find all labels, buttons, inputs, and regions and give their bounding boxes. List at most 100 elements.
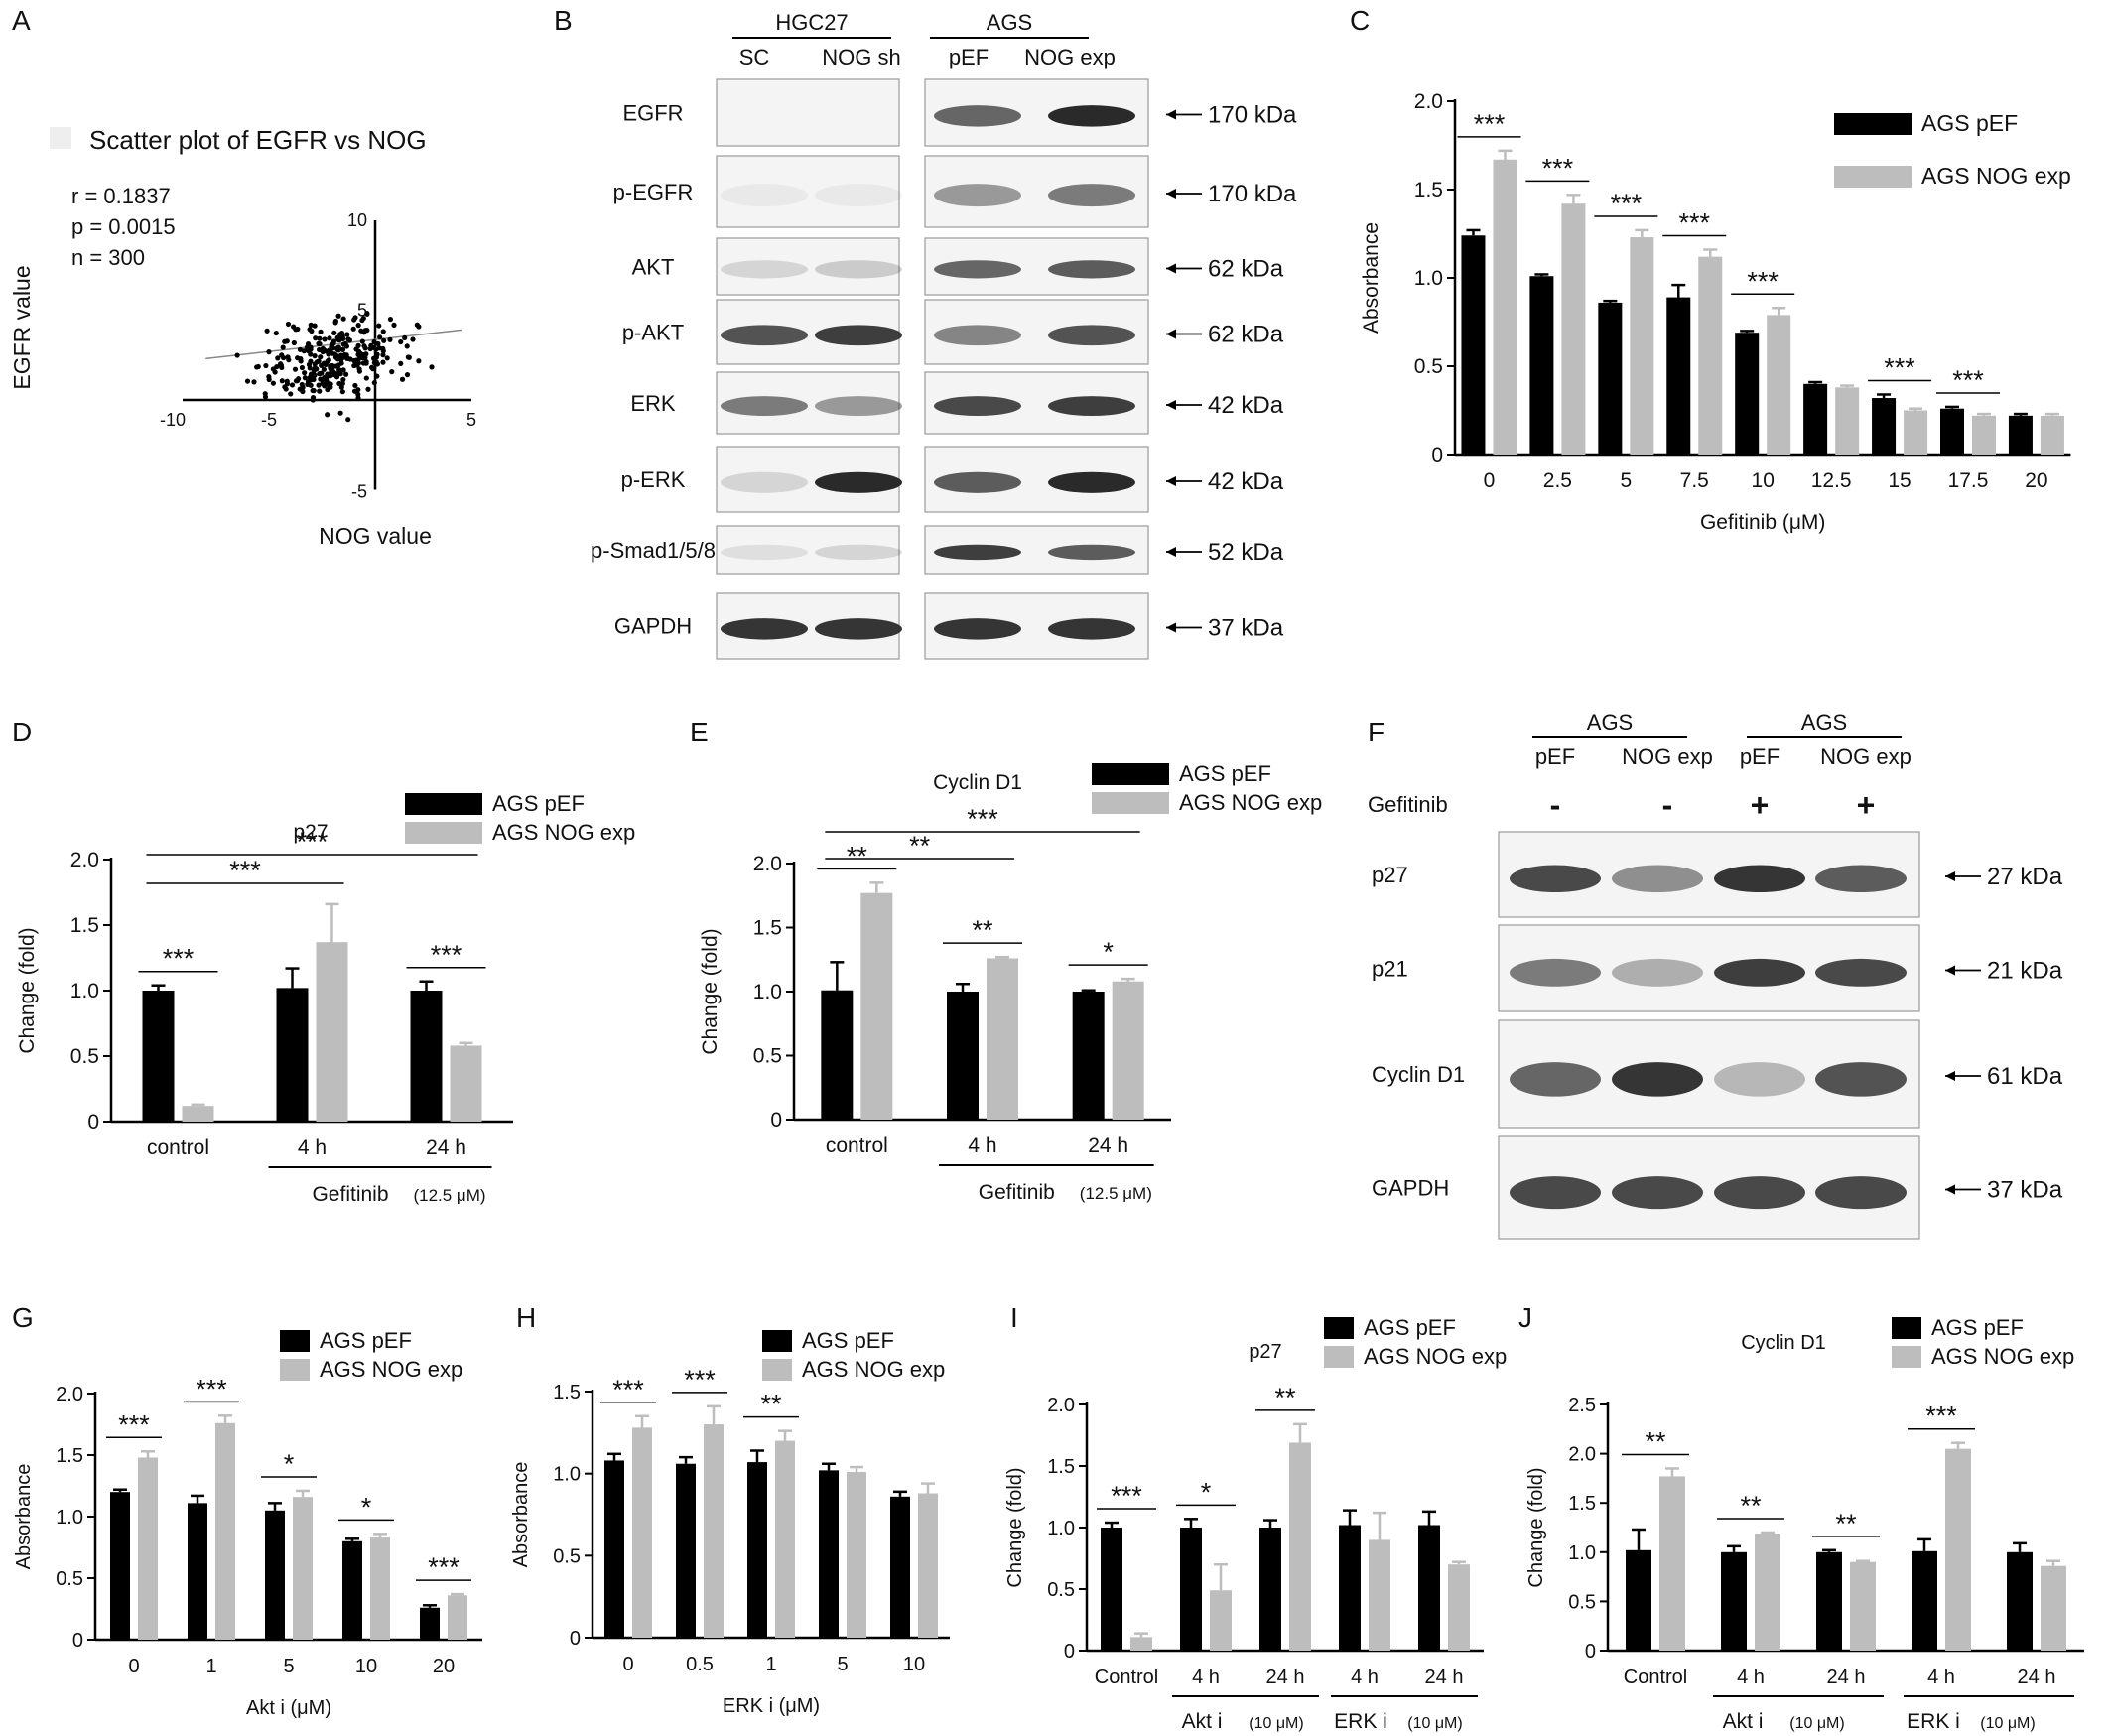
chart-title: p27 bbox=[1249, 1341, 1281, 1363]
y-tick-label: 2.0 bbox=[1568, 1444, 1596, 1466]
panel-letter-J: J bbox=[1518, 1302, 1532, 1333]
significance-label: *** bbox=[229, 856, 261, 885]
legend-swatch-pef bbox=[280, 1330, 310, 1352]
scatter-point bbox=[404, 343, 410, 349]
scatter-point bbox=[328, 381, 333, 387]
scatter-point bbox=[282, 338, 288, 344]
x-tick-label: 1 bbox=[765, 1654, 776, 1675]
scatter-point bbox=[264, 328, 270, 334]
blot-band bbox=[1612, 958, 1703, 987]
significance-label: * bbox=[284, 1449, 295, 1479]
scatter-point bbox=[340, 367, 346, 373]
bar-nog-exp bbox=[1448, 1564, 1470, 1651]
protein-label: ERK bbox=[630, 391, 676, 416]
scatter-point bbox=[317, 335, 323, 341]
y-tick-label: 1.5 bbox=[1047, 1456, 1075, 1478]
scatter-point bbox=[355, 360, 361, 366]
protein-label: GAPDH bbox=[1372, 1176, 1449, 1201]
scatter-point bbox=[356, 368, 363, 374]
blot-band bbox=[934, 544, 1021, 561]
lane-label: pEF bbox=[1740, 744, 1780, 769]
bar-pef bbox=[890, 1496, 910, 1638]
legend-swatch-pef bbox=[1092, 763, 1169, 785]
blot-band bbox=[934, 184, 1021, 207]
scatter-point bbox=[320, 348, 326, 354]
bar-pef bbox=[110, 1492, 130, 1640]
y-axis-label: Change (fold) bbox=[1525, 1467, 1547, 1587]
blot-band bbox=[721, 325, 808, 346]
blot-band bbox=[1815, 865, 1907, 893]
y-tick-label: 1.5 bbox=[1414, 179, 1443, 201]
lane-label: SC bbox=[739, 45, 770, 69]
bar-pef bbox=[604, 1460, 624, 1638]
y-tick-label: 1.0 bbox=[70, 980, 99, 1002]
scatter-point bbox=[364, 311, 370, 317]
significance-label: * bbox=[1103, 937, 1114, 967]
arrow-head bbox=[1166, 263, 1176, 274]
x-tick-label: 24 h bbox=[1827, 1667, 1866, 1688]
y-tick-label: 0 bbox=[770, 1109, 782, 1132]
arrow-head bbox=[1166, 400, 1176, 410]
bar-pef bbox=[1339, 1525, 1361, 1651]
bar-nog-exp bbox=[1369, 1539, 1390, 1651]
scatter-point bbox=[305, 381, 311, 387]
panel-letter-F: F bbox=[1368, 717, 1385, 747]
scatter-point bbox=[291, 339, 297, 346]
scatter-point bbox=[363, 359, 369, 365]
bar-pef bbox=[342, 1540, 362, 1640]
x-tick-label: 4 h bbox=[1351, 1667, 1379, 1688]
scatter-point bbox=[345, 355, 351, 361]
bar-pef bbox=[819, 1470, 839, 1638]
scatter-point bbox=[308, 358, 314, 364]
significance-label: *** bbox=[1474, 109, 1506, 139]
blot-band bbox=[1048, 325, 1135, 346]
y-tick-label: 2.5 bbox=[1568, 1395, 1596, 1416]
scatter-point bbox=[244, 378, 251, 384]
scatter-point bbox=[322, 382, 328, 388]
scatter-point bbox=[279, 378, 285, 384]
blot-band bbox=[934, 325, 1021, 346]
blot-band bbox=[815, 544, 902, 561]
x-tick-label: 10 bbox=[903, 1654, 925, 1675]
scatter-point bbox=[365, 386, 371, 392]
scatter-point bbox=[380, 345, 386, 351]
panel-letter-H: H bbox=[516, 1302, 536, 1333]
scatter-point bbox=[308, 322, 314, 328]
scatter-point bbox=[255, 363, 261, 370]
size-label: 52 kDa bbox=[1208, 539, 1284, 566]
arrow-head bbox=[1166, 547, 1176, 557]
x-tick-label: 24 h bbox=[2018, 1667, 2056, 1688]
bar-pef bbox=[1101, 1528, 1122, 1651]
legend-label: AGS NOG exp bbox=[320, 1357, 462, 1382]
blot-band bbox=[815, 618, 902, 640]
scatter-point bbox=[292, 366, 299, 372]
significance-label: ** bbox=[760, 1390, 782, 1419]
scatter-point bbox=[266, 373, 272, 380]
treatment-label: Gefitinib bbox=[1368, 792, 1448, 817]
y-tick-label: 1.0 bbox=[753, 981, 782, 1003]
bar-nog-exp bbox=[860, 892, 893, 1120]
blot-band bbox=[1510, 958, 1601, 987]
blot-band bbox=[934, 105, 1021, 127]
blot-band bbox=[1048, 184, 1135, 207]
scatter-point bbox=[317, 388, 323, 394]
bar-nog-exp bbox=[918, 1493, 938, 1638]
x-tick-label: Control bbox=[1624, 1667, 1687, 1688]
bar-nog-exp bbox=[1945, 1448, 1971, 1651]
bar-chart-panel-I: 0 0.5 1.0 1.5 2.0 Change (fold) p27 Control 4 h 2… bbox=[1004, 1315, 1507, 1733]
protein-label: Cyclin D1 bbox=[1372, 1062, 1465, 1087]
bar-chart-panel-G: 0 0.5 1.0 1.5 2.0 Absorbance Akt i (μM) 0 1 5 10 20… bbox=[13, 1328, 482, 1719]
y-tick-label: 1.0 bbox=[553, 1464, 581, 1486]
protein-label: AKT bbox=[632, 255, 675, 280]
legend-swatch-pef bbox=[1324, 1317, 1354, 1339]
bar-pef bbox=[1803, 383, 1828, 455]
blot-band bbox=[1612, 1062, 1703, 1097]
scatter-point bbox=[346, 337, 353, 343]
scatter-point bbox=[340, 316, 346, 322]
x-tick-label: Control bbox=[1095, 1667, 1158, 1688]
bar-nog-exp bbox=[1210, 1590, 1232, 1651]
protein-label: EGFR bbox=[622, 101, 683, 126]
treatment-sign: + bbox=[1751, 787, 1770, 823]
blot-band bbox=[721, 544, 808, 561]
scatter-point bbox=[285, 321, 292, 328]
